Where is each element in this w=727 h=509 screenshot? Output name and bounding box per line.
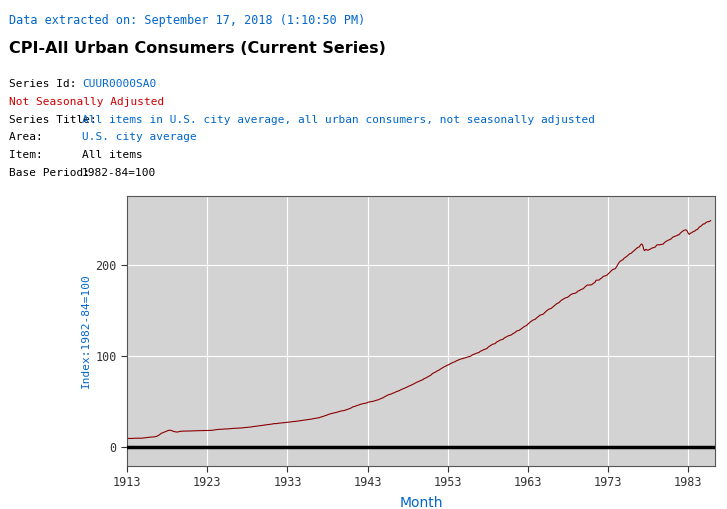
Text: All items in U.S. city average, all urban consumers, not seasonally adjusted: All items in U.S. city average, all urba… bbox=[82, 115, 595, 125]
Text: All items: All items bbox=[82, 150, 142, 160]
Text: Series Id:: Series Id: bbox=[9, 79, 103, 89]
Text: U.S. city average: U.S. city average bbox=[82, 132, 197, 143]
Text: CPI-All Urban Consumers (Current Series): CPI-All Urban Consumers (Current Series) bbox=[9, 41, 385, 55]
Text: Not Seasonally Adjusted: Not Seasonally Adjusted bbox=[9, 97, 164, 107]
Text: Series Title:: Series Title: bbox=[9, 115, 103, 125]
Text: Area:: Area: bbox=[9, 132, 103, 143]
Text: CUUR0000SA0: CUUR0000SA0 bbox=[82, 79, 156, 89]
Text: Item:: Item: bbox=[9, 150, 103, 160]
Text: Base Period:: Base Period: bbox=[9, 168, 103, 178]
Text: 1982-84=100: 1982-84=100 bbox=[82, 168, 156, 178]
Text: Data extracted on: September 17, 2018 (1:10:50 PM): Data extracted on: September 17, 2018 (1… bbox=[9, 14, 365, 27]
Y-axis label: Index:1982-84=100: Index:1982-84=100 bbox=[81, 273, 92, 388]
X-axis label: Month: Month bbox=[399, 496, 443, 509]
